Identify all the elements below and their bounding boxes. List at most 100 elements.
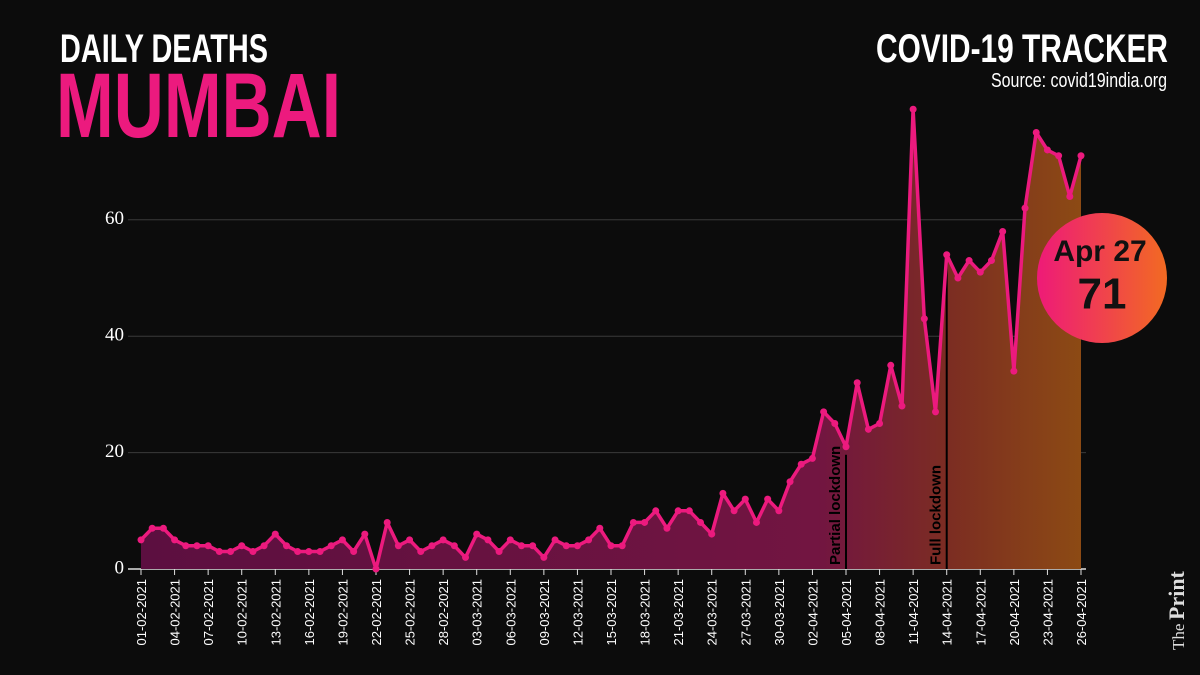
x-tick-label: 01-02-2021	[134, 579, 149, 646]
x-tick-label: 18-03-2021	[638, 579, 653, 646]
point	[730, 507, 738, 515]
point	[327, 542, 335, 550]
point	[1010, 367, 1018, 375]
point	[719, 489, 727, 497]
subtitle: DAILY DEATHS	[60, 27, 268, 71]
point	[495, 548, 503, 556]
point	[674, 507, 682, 515]
x-tick-label: 09-03-2021	[537, 579, 552, 646]
y-tick-label: 40	[105, 325, 124, 346]
point	[238, 542, 246, 550]
x-tick-label: 24-03-2021	[705, 579, 720, 646]
point	[898, 402, 906, 410]
x-tick-label: 28-02-2021	[436, 579, 451, 646]
point	[271, 530, 279, 538]
point	[562, 542, 570, 550]
point	[663, 524, 671, 532]
point	[305, 548, 313, 556]
point	[462, 553, 470, 561]
point	[193, 542, 201, 550]
point	[999, 227, 1007, 235]
point	[182, 542, 190, 550]
point	[1032, 129, 1040, 136]
title: MUMBAI	[56, 55, 341, 157]
y-tick-label: 60	[105, 208, 124, 229]
callout-label: Apr 27	[1053, 235, 1146, 268]
point	[1043, 146, 1051, 154]
tracker-title: COVID-19 TRACKER	[876, 27, 1168, 71]
point	[159, 524, 167, 532]
point	[797, 460, 805, 468]
point	[573, 542, 581, 550]
point	[976, 268, 984, 276]
point	[629, 518, 637, 526]
x-tick-label: 30-03-2021	[772, 579, 787, 646]
x-tick-label: 20-04-2021	[1007, 579, 1022, 646]
point	[808, 454, 816, 462]
point	[439, 536, 447, 544]
point	[428, 542, 436, 550]
point	[596, 524, 604, 532]
point	[965, 257, 973, 265]
point	[506, 536, 514, 544]
logo: The Print	[1164, 570, 1189, 650]
point	[316, 548, 324, 556]
point	[282, 542, 290, 550]
source: Source: covid19india.org	[991, 70, 1167, 92]
point	[697, 518, 705, 526]
point	[406, 536, 414, 544]
x-tick-label: 13-02-2021	[268, 579, 283, 646]
point	[1066, 193, 1074, 201]
logo-name: Print	[1164, 570, 1189, 620]
point	[853, 379, 861, 387]
point	[294, 548, 302, 556]
x-tick-label: 10-02-2021	[235, 579, 250, 646]
point	[607, 542, 615, 550]
point	[383, 518, 391, 526]
point	[551, 536, 559, 544]
point	[764, 495, 772, 503]
plot: 0 20 40 60 01-02-2021 04-02-2021 07-02-2021 10-…	[105, 105, 1167, 646]
point	[1077, 152, 1085, 160]
point	[920, 315, 928, 323]
point	[775, 507, 783, 515]
point	[932, 408, 940, 416]
point	[864, 425, 872, 433]
point	[641, 518, 649, 526]
point	[618, 542, 626, 550]
point	[842, 443, 850, 451]
point	[831, 420, 839, 427]
point	[148, 524, 156, 532]
x-tick-label: 23-04-2021	[1040, 579, 1055, 646]
x-tick-label: 15-03-2021	[604, 579, 619, 646]
x-tick-label: 03-03-2021	[470, 579, 485, 646]
point	[752, 518, 760, 526]
point	[786, 478, 794, 486]
point	[954, 274, 962, 282]
point	[987, 257, 995, 265]
point	[473, 530, 481, 538]
point	[517, 542, 525, 550]
point	[909, 105, 917, 113]
point	[372, 565, 380, 573]
annotation: Full lockdown	[928, 465, 945, 565]
point	[260, 542, 268, 550]
point	[585, 536, 593, 544]
point	[529, 542, 537, 550]
x-tick-label: 25-02-2021	[403, 579, 418, 646]
x-tick-label: 07-02-2021	[201, 579, 216, 646]
point	[943, 251, 951, 259]
logo-prefix: The	[1169, 624, 1188, 650]
point	[215, 548, 223, 556]
area	[141, 109, 1081, 569]
x-tick-label: 06-03-2021	[503, 579, 518, 646]
x-tick-label: 16-02-2021	[302, 579, 317, 646]
annotation: Partial lockdown	[827, 446, 844, 565]
x-tick-label: 08-04-2021	[873, 579, 888, 646]
y-tick-label: 0	[115, 557, 125, 578]
callout-value: 71	[1078, 270, 1127, 319]
point	[394, 542, 402, 550]
x-tick-label: 21-03-2021	[671, 579, 686, 646]
point	[540, 553, 548, 561]
x-tick-label: 05-04-2021	[839, 579, 854, 646]
